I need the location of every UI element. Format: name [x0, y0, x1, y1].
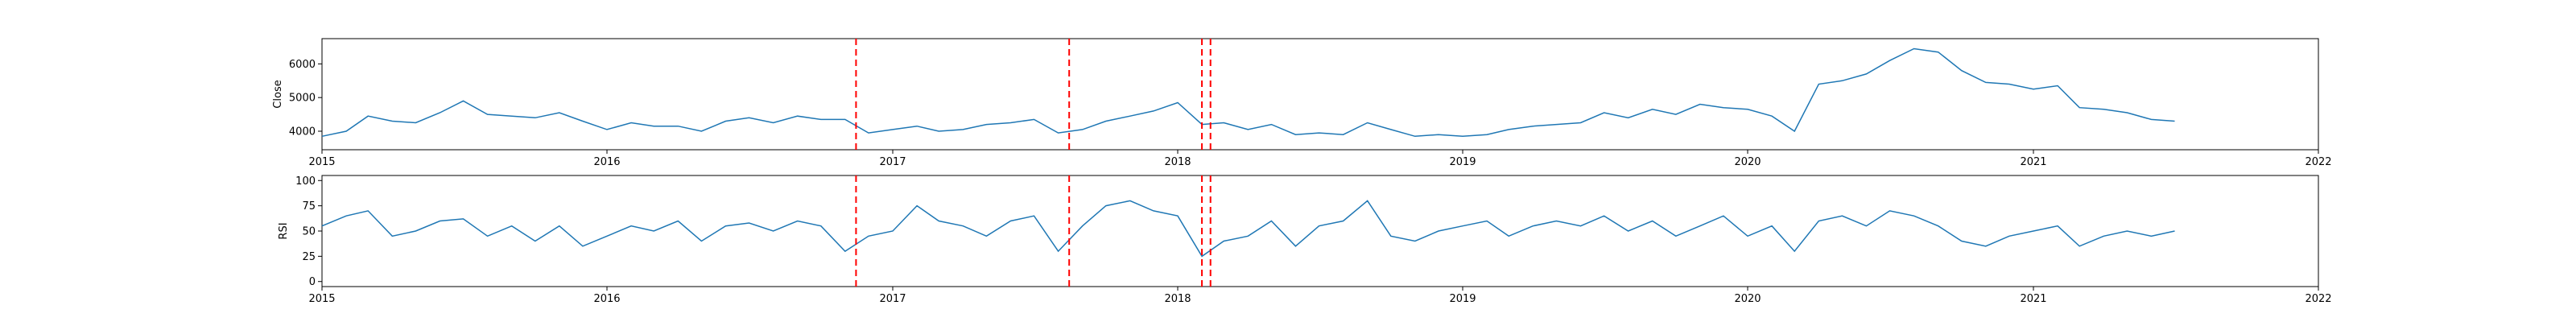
close-x-tick-label: 2019 — [1449, 156, 1476, 168]
close-y-tick-label: 5000 — [289, 93, 316, 105]
close-plot-frame — [321, 38, 2319, 151]
close-x-tick-label: 2016 — [593, 156, 620, 168]
rsi-x-tick-label: 2016 — [593, 293, 620, 305]
close-price-panel: Close 2015 2016 2017 2018 2019 2020 2021 2022 40… — [272, 38, 2332, 168]
rsi-x-tick-label: 2017 — [879, 293, 906, 305]
close-x-tick-label: 2021 — [2020, 156, 2046, 168]
close-x-tick-label: 2020 — [1734, 156, 1761, 168]
close-x-tick-label: 2015 — [308, 156, 335, 168]
close-y-axis-label: Close — [272, 80, 284, 108]
rsi-series-line — [321, 200, 2175, 258]
rsi-y-tick-label: 75 — [302, 200, 316, 213]
rsi-x-tick-label: 2019 — [1449, 293, 1476, 305]
rsi-y-tick-label: 25 — [302, 251, 316, 263]
close-x-tick-label: 2017 — [879, 156, 906, 168]
rsi-y-tick-label: 50 — [302, 226, 316, 238]
rsi-x-tick-label: 2018 — [1164, 293, 1191, 305]
close-y-tick-label: 6000 — [289, 59, 316, 71]
close-y-tick-label: 4000 — [289, 126, 316, 138]
close-x-tick-label: 2018 — [1164, 156, 1191, 168]
rsi-x-tick-label: 2015 — [308, 293, 335, 305]
rsi-x-tick-label: 2022 — [2305, 293, 2331, 305]
close-x-tick-label: 2022 — [2305, 156, 2331, 168]
rsi-y-tick-label: 100 — [295, 175, 316, 188]
rsi-panel: RSI 2015 2016 2017 2018 2019 2020 2021 2022 0 25 5… — [278, 175, 2332, 305]
close-series-line — [321, 47, 2175, 138]
rsi-x-tick-label: 2021 — [2020, 293, 2046, 305]
rsi-y-axis-label: RSI — [278, 222, 290, 239]
rsi-y-tick-label: 0 — [309, 276, 316, 288]
rsi-x-tick-label: 2020 — [1734, 293, 1761, 305]
